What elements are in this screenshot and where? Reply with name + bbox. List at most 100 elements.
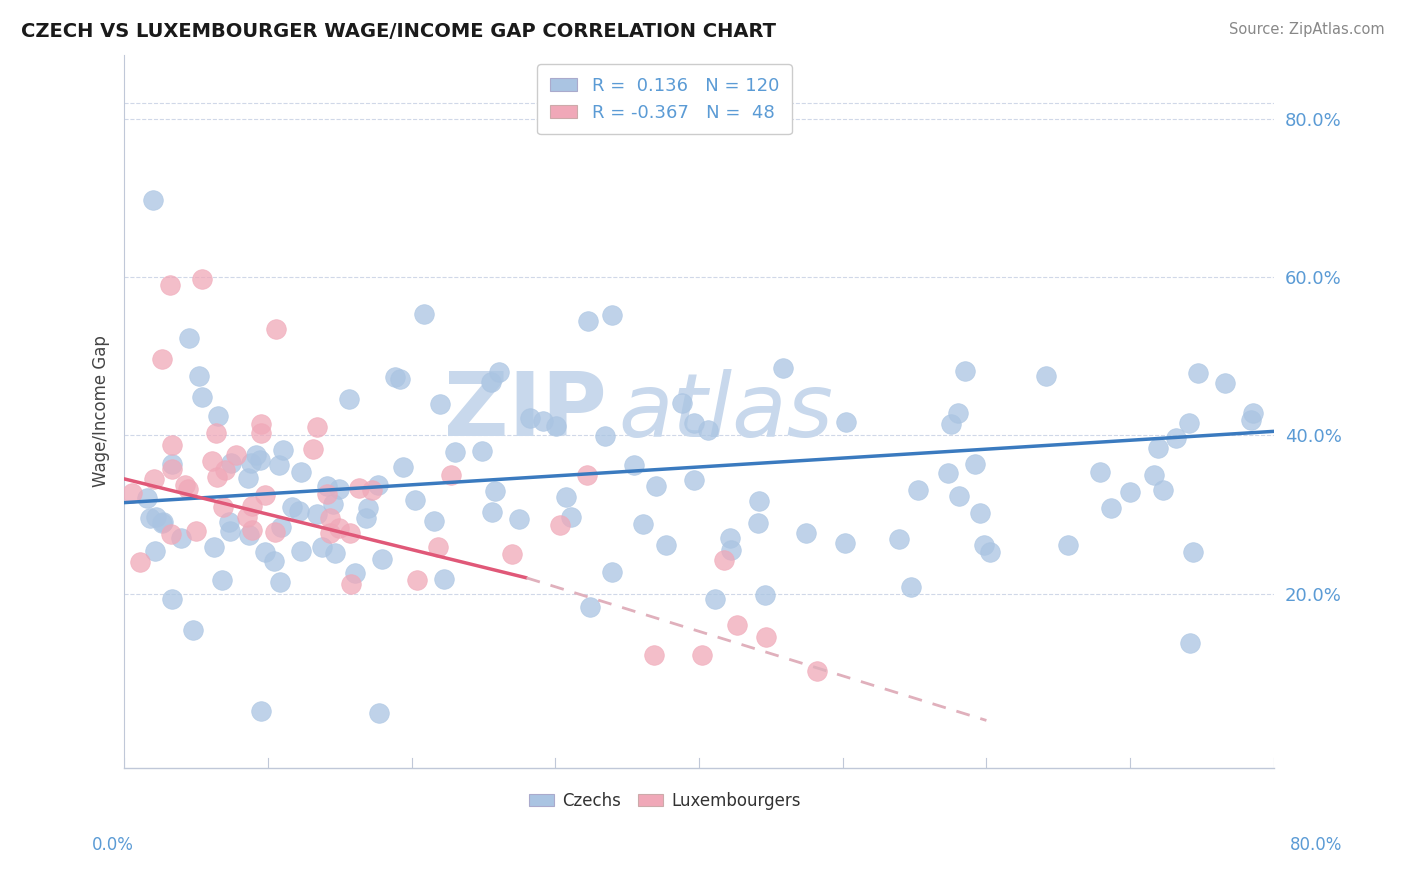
Point [328,521,350,535]
Point [322,497,344,511]
Point [245,449,267,463]
Point [690,648,713,662]
Point [371,552,394,566]
Point [249,453,271,467]
Point [121,486,143,500]
Point [697,423,720,437]
Point [554,490,576,504]
Point [550,517,572,532]
Point [600,308,623,322]
Point [264,322,287,336]
Point [170,531,193,545]
Point [488,366,510,380]
Point [671,396,693,410]
Point [1187,366,1209,380]
Point [263,554,285,568]
Point [361,483,384,498]
Point [481,505,503,519]
Point [218,515,240,529]
Point [1152,483,1174,498]
Point [136,491,159,505]
Point [682,473,704,487]
Point [948,489,970,503]
Point [835,415,858,429]
Point [531,414,554,428]
Point [152,515,174,529]
Point [936,466,959,480]
Point [347,481,370,495]
Point [225,448,247,462]
Point [150,516,173,530]
Y-axis label: Wage/Income Gap: Wage/Income Gap [93,335,110,488]
Point [644,478,666,492]
Point [253,488,276,502]
Point [214,463,236,477]
Point [205,470,228,484]
Point [392,460,415,475]
Point [440,468,463,483]
Point [240,500,263,514]
Point [946,407,969,421]
Point [250,704,273,718]
Point [240,456,263,470]
Point [191,272,214,286]
Point [1164,431,1187,445]
Point [191,390,214,404]
Point [427,540,450,554]
Point [907,483,929,498]
Legend: Czechs, Luxembourgers: Czechs, Luxembourgers [522,785,807,817]
Point [623,458,645,472]
Point [720,542,742,557]
Point [683,416,706,430]
Point [315,479,337,493]
Point [405,573,427,587]
Point [889,532,911,546]
Point [344,566,367,580]
Point [305,420,328,434]
Point [204,425,226,440]
Point [357,500,380,515]
Point [546,419,568,434]
Point [388,372,411,386]
Point [1147,442,1170,456]
Point [384,369,406,384]
Point [713,553,735,567]
Point [207,409,229,423]
Point [600,566,623,580]
Point [1090,466,1112,480]
Point [219,524,242,538]
Point [354,511,377,525]
Text: 0.0%: 0.0% [91,836,134,854]
Point [188,369,211,384]
Text: atlas: atlas [619,368,834,455]
Point [443,445,465,459]
Point [1240,412,1263,426]
Point [176,482,198,496]
Point [519,411,541,425]
Point [339,525,361,540]
Point [772,361,794,376]
Point [145,510,167,524]
Point [755,630,778,644]
Point [236,471,259,485]
Point [655,538,678,552]
Point [644,648,666,663]
Point [367,478,389,492]
Point [963,457,986,471]
Point [307,507,329,521]
Point [405,493,427,508]
Point [718,531,741,545]
Point [576,468,599,483]
Point [290,544,312,558]
Point [508,512,530,526]
Point [560,510,582,524]
Point [479,376,502,390]
Point [150,351,173,366]
Point [1057,538,1080,552]
Point [159,277,181,292]
Point [900,580,922,594]
Point [202,541,225,555]
Point [143,472,166,486]
Point [747,516,769,531]
Point [162,462,184,476]
